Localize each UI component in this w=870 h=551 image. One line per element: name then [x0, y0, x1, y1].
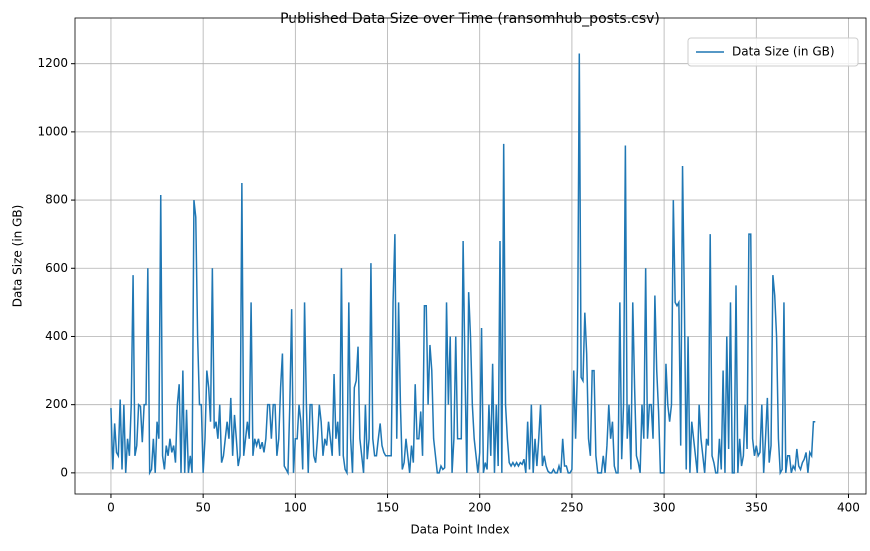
legend: Data Size (in GB)	[687, 37, 859, 67]
x-tick-label: 50	[196, 501, 211, 515]
x-tick-label: 400	[837, 501, 860, 515]
x-tick-label: 250	[560, 501, 583, 515]
chart-title: Published Data Size over Time (ransomhub…	[280, 11, 660, 27]
legend-label: Data Size (in GB)	[732, 45, 835, 59]
y-tick-label: 0	[60, 465, 68, 479]
x-tick-label: 100	[284, 501, 307, 515]
x-tick-label: 300	[653, 501, 676, 515]
x-tick-label: 350	[745, 501, 768, 515]
data-line	[110, 53, 816, 476]
x-tick-label: 0	[107, 501, 115, 515]
y-tick-label: 600	[45, 261, 68, 275]
x-tick-label: 150	[376, 501, 399, 515]
y-tick-label: 1200	[37, 56, 68, 70]
legend-box	[687, 37, 859, 67]
x-tick-label: 200	[468, 501, 491, 515]
y-tick-label: 200	[45, 397, 68, 411]
y-tick-label: 400	[45, 329, 68, 343]
plot-frame	[74, 17, 867, 495]
y-axis-label: Data Size (in GB)	[11, 205, 25, 308]
y-tick-label: 1000	[37, 124, 68, 138]
y-tick-label: 800	[45, 193, 68, 207]
x-axis-label: Data Point Index	[410, 523, 509, 537]
